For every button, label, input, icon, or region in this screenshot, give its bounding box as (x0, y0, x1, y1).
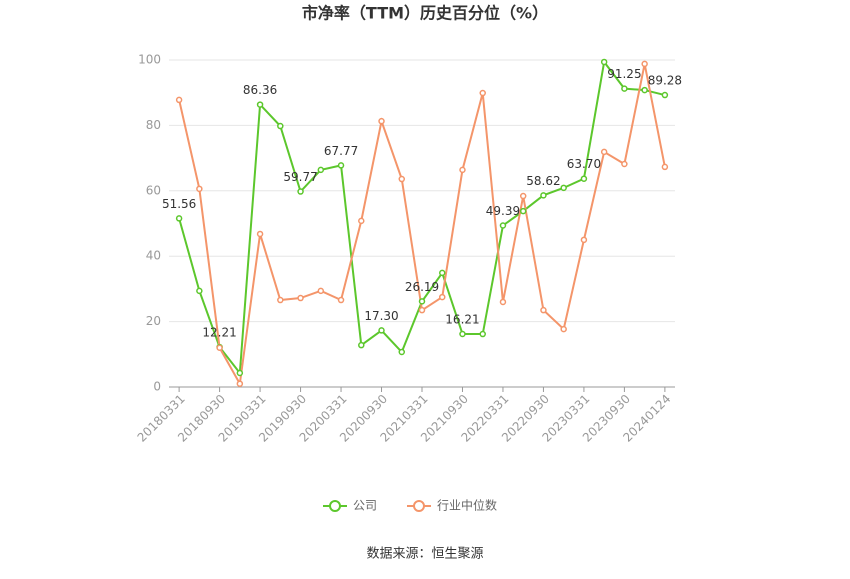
point (519, 192, 527, 200)
point (479, 89, 486, 97)
data-label: 51.56 (162, 197, 196, 211)
y-tick-label: 80 (146, 118, 161, 132)
point (277, 296, 284, 304)
series-line (178, 59, 666, 376)
point (317, 166, 325, 174)
y-tick-label: 60 (146, 183, 161, 197)
point (580, 175, 588, 182)
point (256, 101, 264, 108)
point (661, 91, 669, 99)
point (459, 166, 466, 174)
data-label: 26.19 (405, 280, 439, 294)
point (175, 215, 183, 222)
point (236, 369, 244, 377)
data-label: 89.28 (648, 74, 682, 88)
data-label: 91.25 (607, 67, 641, 81)
point (499, 298, 507, 306)
point (560, 184, 567, 192)
point (580, 236, 588, 244)
y-tick-label: 40 (146, 249, 161, 263)
point (519, 207, 527, 215)
legend-label: 公司 (353, 499, 377, 513)
point (661, 163, 669, 171)
point (479, 330, 486, 338)
y-tick-label: 100 (138, 53, 161, 67)
point (358, 341, 365, 349)
point (398, 175, 406, 183)
data-label: 16.21 (445, 312, 479, 326)
y-tick-label: 20 (146, 314, 161, 328)
point (418, 298, 426, 305)
point (337, 162, 345, 169)
point (641, 86, 648, 94)
point (499, 222, 507, 229)
y-tick-label: 0 (153, 380, 161, 394)
point (216, 344, 223, 352)
point (418, 306, 426, 314)
point (337, 296, 345, 304)
data-label: 63.70 (567, 157, 601, 171)
point (621, 85, 628, 92)
point (540, 306, 547, 314)
point (358, 217, 365, 225)
point (297, 188, 304, 195)
point (398, 348, 406, 356)
point (175, 96, 183, 104)
point (236, 380, 244, 387)
point (540, 192, 547, 199)
point (378, 117, 385, 125)
point (196, 185, 203, 193)
point (459, 330, 466, 338)
point (438, 293, 446, 301)
point (196, 287, 203, 295)
data-label: 58.62 (526, 174, 560, 188)
legend-marker (413, 500, 425, 512)
point (600, 148, 608, 156)
data-label: 17.30 (364, 309, 398, 323)
point (641, 60, 648, 68)
point (297, 294, 304, 302)
legend-label: 行业中位数 (437, 498, 497, 513)
data-label: 49.39 (486, 204, 520, 218)
source: 数据来源：恒生聚源 (366, 547, 483, 562)
data-label: 86.36 (243, 83, 277, 97)
point (277, 122, 284, 130)
point (256, 230, 264, 238)
point (560, 325, 567, 333)
legend-marker (329, 500, 341, 512)
point (378, 327, 385, 334)
point (317, 287, 325, 295)
point (600, 58, 608, 66)
data-label: 59.77 (283, 170, 317, 184)
point (438, 269, 446, 277)
chart-title: 市净率（TTM）历史百分位（%） (302, 4, 548, 23)
point (621, 160, 628, 168)
data-label: 12.21 (202, 326, 236, 340)
data-label: 67.77 (324, 144, 358, 158)
